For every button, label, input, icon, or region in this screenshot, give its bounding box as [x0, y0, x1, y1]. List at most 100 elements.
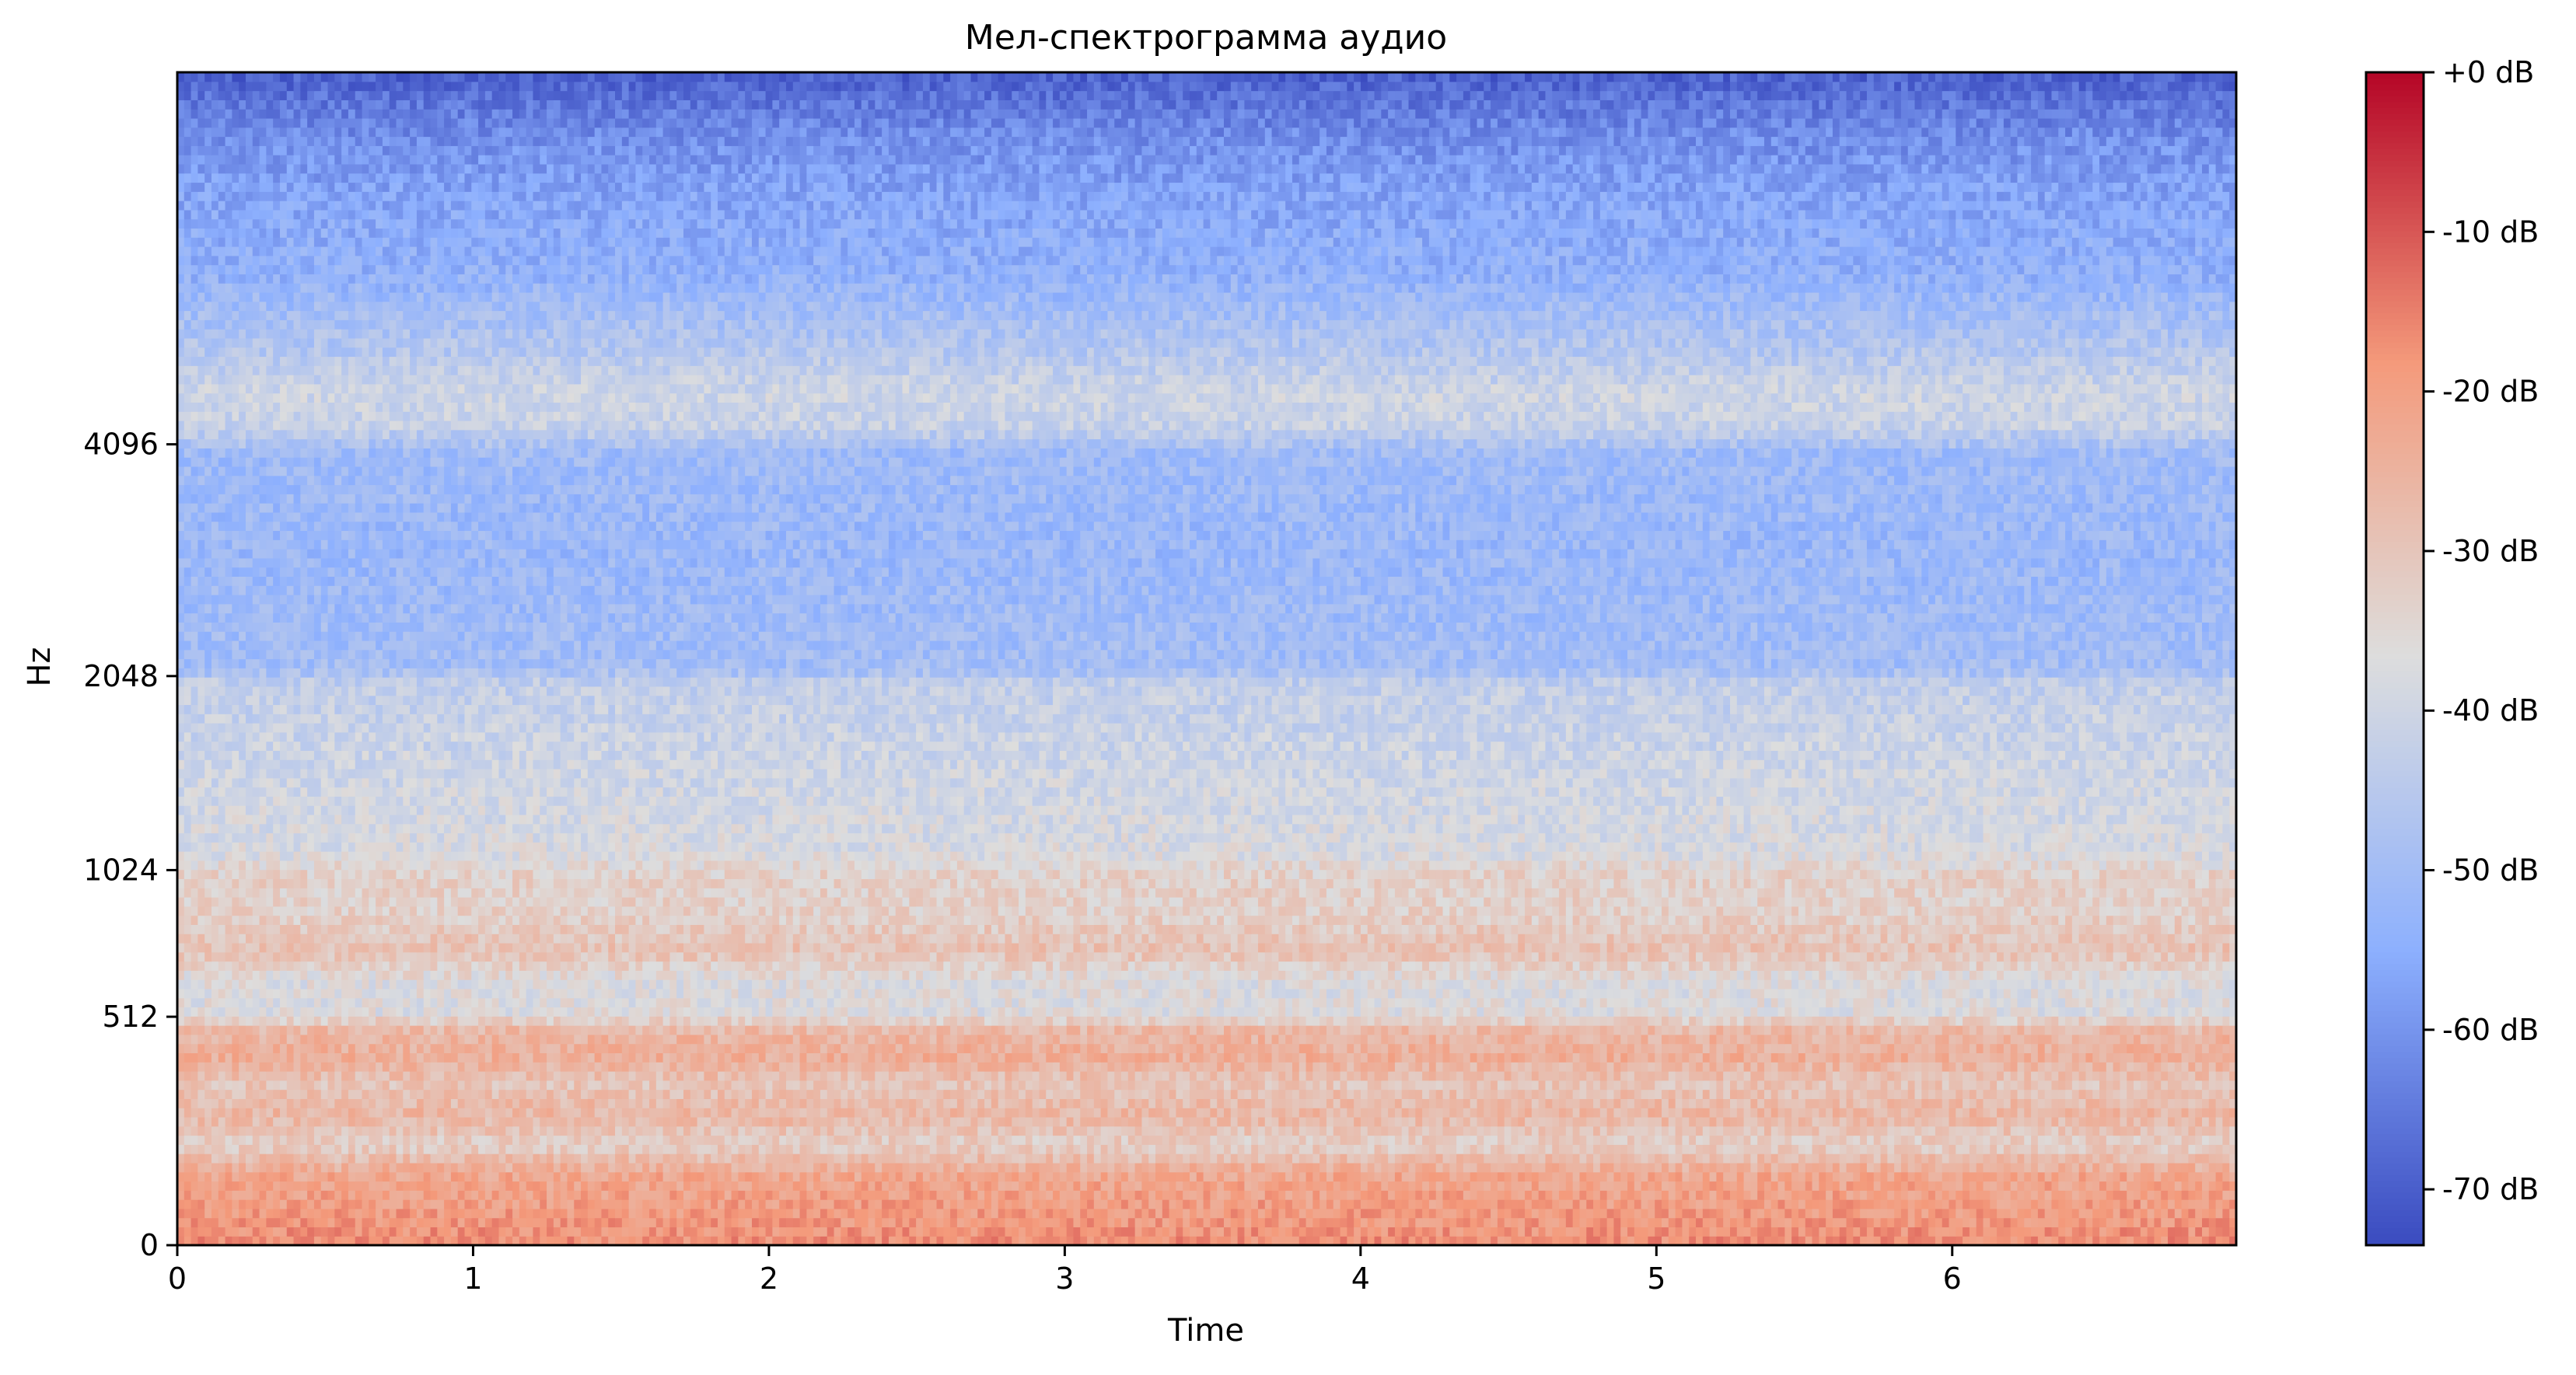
spectrogram-cell	[813, 1209, 820, 1218]
spectrogram-cell	[184, 1218, 191, 1227]
spectrogram-cell	[561, 1227, 568, 1236]
spectrogram-cell	[1012, 1136, 1019, 1145]
spectrogram-cell	[1525, 1209, 1532, 1218]
spectrogram-cell	[1265, 1153, 1272, 1163]
spectrogram-cell	[1579, 1209, 1586, 1218]
spectrogram-cell	[1039, 1227, 1046, 1236]
spectrogram-cell	[1798, 1144, 1805, 1153]
spectrogram-cell	[875, 1136, 882, 1145]
spectrogram-cell	[2127, 1144, 2134, 1153]
spectrogram-cell	[403, 1117, 410, 1126]
spectrogram-cell	[1819, 1209, 1826, 1218]
spectrogram-cell	[204, 1144, 211, 1153]
spectrogram-cell	[1456, 1144, 1463, 1153]
spectrogram-cell	[1921, 1209, 1928, 1218]
spectrogram-cell	[725, 1209, 732, 1218]
spectrogram-cell	[1443, 1172, 1450, 1181]
spectrogram-cell	[1559, 1227, 1566, 1236]
spectrogram-cell	[1867, 1218, 1874, 1227]
spectrogram-cell	[1470, 1181, 1477, 1190]
spectrogram-cell	[1285, 1126, 1292, 1136]
spectrogram-cell	[984, 1172, 991, 1181]
spectrogram-cell	[1648, 1209, 1655, 1218]
spectrogram-cell	[1204, 1218, 1211, 1227]
spectrogram-cell	[1107, 1227, 1114, 1236]
spectrogram-cell	[622, 1136, 629, 1145]
spectrogram-cell	[239, 1163, 246, 1172]
spectrogram-cell	[998, 1199, 1005, 1209]
spectrogram-cell	[547, 1163, 554, 1172]
spectrogram-cell	[1197, 1218, 1204, 1227]
spectrogram-cell	[820, 1136, 827, 1145]
spectrogram-cell	[1306, 1144, 1313, 1153]
spectrogram-cell	[1033, 1181, 1040, 1190]
spectrogram-cell	[1949, 1209, 1956, 1218]
spectrogram-cell	[431, 1181, 438, 1190]
spectrogram-cell	[1840, 1181, 1847, 1190]
spectrogram-cell	[1867, 1227, 1874, 1236]
spectrogram-cell	[1730, 1144, 1737, 1153]
spectrogram-cell	[225, 1181, 232, 1190]
spectrogram-cell	[211, 1199, 218, 1209]
spectrogram-cell	[1716, 1172, 1723, 1181]
spectrogram-cell	[1723, 1126, 1730, 1136]
spectrogram-cell	[916, 1144, 923, 1153]
spectrogram-cell	[937, 1199, 944, 1209]
spectrogram-cell	[1990, 1227, 1997, 1236]
spectrogram-cell	[547, 1199, 554, 1209]
spectrogram-cell	[1805, 1190, 1812, 1199]
spectrogram-cell	[1750, 1144, 1757, 1153]
spectrogram-cell	[1443, 1126, 1450, 1136]
spectrogram-cell	[1730, 1218, 1737, 1227]
spectrogram-cell	[772, 1181, 779, 1190]
spectrogram-cell	[1791, 1144, 1798, 1153]
spectrogram-cell	[355, 1209, 362, 1218]
spectrogram-cell	[766, 1136, 773, 1145]
spectrogram-cell	[1867, 1181, 1874, 1190]
spectrogram-cell	[1238, 1227, 1245, 1236]
spectrogram-cell	[1559, 1163, 1566, 1172]
spectrogram-cell	[595, 1218, 602, 1227]
spectrogram-cell	[1620, 1181, 1627, 1190]
spectrogram-cell	[635, 1117, 642, 1126]
spectrogram-cell	[2168, 1172, 2175, 1181]
spectrogram-cell	[718, 1163, 725, 1172]
spectrogram-cell	[1026, 1144, 1033, 1153]
spectrogram-cell	[1505, 1181, 1512, 1190]
spectrogram-cell	[2175, 1190, 2182, 1199]
spectrogram-cell	[1791, 1126, 1798, 1136]
spectrogram-cell	[1169, 1136, 1176, 1145]
spectrogram-cell	[567, 1199, 574, 1209]
spectrogram-cell	[280, 1209, 287, 1218]
spectrogram-cell	[683, 1190, 690, 1199]
spectrogram-cell	[690, 1144, 697, 1153]
spectrogram-cell	[444, 1181, 451, 1190]
spectrogram-cell	[287, 1218, 294, 1227]
spectrogram-cell	[1443, 1153, 1450, 1163]
spectrogram-cell	[1046, 1218, 1053, 1227]
spectrogram-cell	[1375, 1172, 1382, 1181]
spectrogram-cell	[1073, 1227, 1080, 1236]
spectrogram-cell	[2045, 1172, 2052, 1181]
spectrogram-cell	[1607, 1172, 1614, 1181]
spectrogram-cell	[2222, 1227, 2229, 1236]
spectrogram-cell	[1915, 1209, 1922, 1218]
spectrogram-cell	[498, 1199, 505, 1209]
spectrogram-cell	[1579, 1163, 1586, 1172]
spectrogram-cell	[1087, 1153, 1094, 1163]
spectrogram-cell	[471, 1117, 478, 1126]
spectrogram-cell	[239, 1181, 246, 1190]
spectrogram-cell	[1347, 1163, 1354, 1172]
spectrogram-cell	[984, 1117, 991, 1126]
spectrogram-cell	[1381, 1153, 1388, 1163]
spectrogram-cell	[1012, 1199, 1019, 1209]
spectrogram-cell	[663, 1181, 670, 1190]
spectrogram-cell	[1942, 1126, 1949, 1136]
spectrogram-cell	[533, 1144, 540, 1153]
spectrogram-cell	[540, 1199, 547, 1209]
spectrogram-cell	[1388, 1172, 1395, 1181]
spectrogram-cell	[2182, 1190, 2189, 1199]
spectrogram-cell	[458, 1153, 465, 1163]
spectrogram-cell	[184, 1163, 191, 1172]
spectrogram-cell	[1826, 1227, 1833, 1236]
